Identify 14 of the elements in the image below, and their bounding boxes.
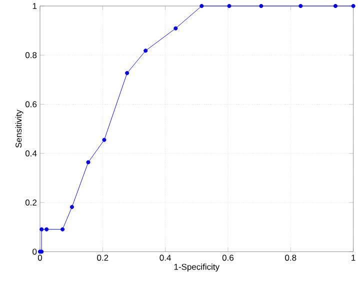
x-tick-label: 0.6 [222,254,234,261]
x-tick-label: 0 [38,254,42,261]
y-tick-label: 0.2 [25,200,37,206]
y-tick-label: 1 [32,3,37,9]
x-tick-label: 1 [352,254,356,261]
y-axis-title: Sensitivity [15,110,24,148]
y-tick-label: 0.8 [25,52,37,58]
x-tick-label: 0.2 [97,254,108,261]
y-tick-label: 0 [32,248,37,255]
y-tick-label: 0.4 [25,150,37,156]
x-axis-title: 1-Specificity [174,264,220,272]
y-tick-label: 0.6 [25,101,37,108]
x-tick-label: 0.4 [160,254,171,261]
x-tick-label: 0.8 [285,254,296,261]
